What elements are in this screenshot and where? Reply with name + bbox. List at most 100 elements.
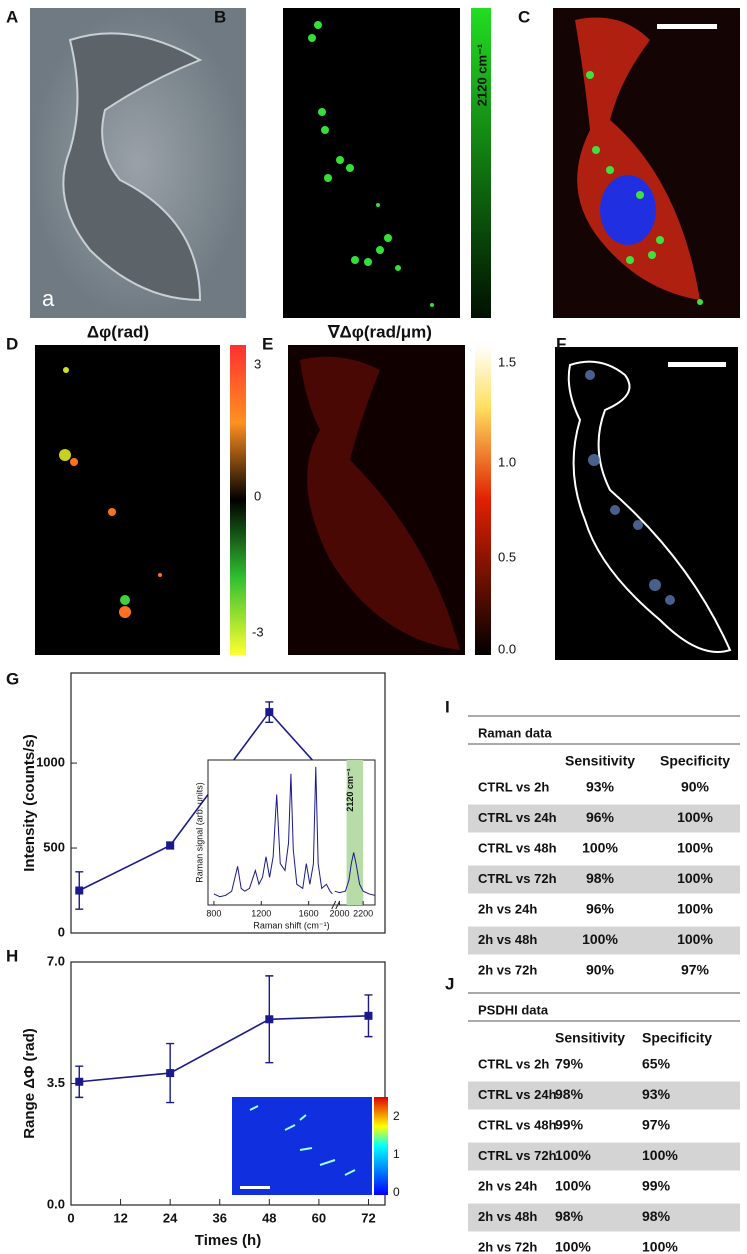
- spectrum-line: [213, 766, 376, 898]
- cell: 96%: [586, 809, 615, 825]
- table-title: PSDHI data: [478, 1002, 549, 1017]
- scale-bar: [657, 24, 717, 29]
- colorbar-tick: 1.0: [498, 454, 516, 469]
- cell: 100%: [642, 1147, 678, 1163]
- panel-letter: H: [6, 946, 18, 965]
- cell: 100%: [582, 931, 618, 947]
- panel-letter: D: [6, 334, 18, 353]
- raman-image: [283, 8, 460, 318]
- dots: [308, 21, 434, 307]
- panel-title: ∇Δφ(rad/μm): [327, 322, 432, 341]
- colorbar: [471, 8, 491, 318]
- column-header: Specificity: [642, 1030, 712, 1046]
- cell: 100%: [677, 931, 713, 947]
- panel-b: 2120 cm⁻¹: [283, 8, 491, 318]
- x-tick-label: 1600: [299, 908, 319, 918]
- y-tick-label: 7.0: [47, 953, 65, 968]
- cell: 100%: [677, 840, 713, 856]
- cell: 90%: [586, 962, 615, 978]
- x-tick-label: 800: [206, 908, 221, 918]
- colorbar-tick: 1: [393, 1147, 400, 1161]
- row-label: 2h vs 24h: [478, 901, 537, 916]
- row-shade: [468, 1142, 740, 1171]
- data-point: [75, 886, 84, 895]
- x-axis-label: Raman shift (cm⁻¹): [253, 920, 329, 930]
- cell: 79%: [555, 1056, 584, 1072]
- x-tick-label: 24: [163, 1210, 178, 1225]
- data-point: [364, 1011, 373, 1020]
- annotation: 2120 cm⁻¹: [345, 768, 355, 811]
- cell: 97%: [642, 1117, 671, 1133]
- panel-d: Δφ(rad) 3 0 -3: [35, 322, 264, 655]
- cell: [300, 356, 460, 650]
- panel-c: [553, 8, 740, 318]
- row-label: 2h vs 72h: [478, 962, 537, 977]
- cell: [62, 32, 203, 302]
- y-tick-label: 0.0: [47, 1196, 65, 1211]
- spots: [585, 370, 675, 605]
- row-shade: [468, 1203, 740, 1232]
- inset-label: a: [42, 286, 55, 311]
- cell: 98%: [586, 870, 615, 886]
- cell: 98%: [642, 1208, 671, 1224]
- colorbar: [230, 345, 246, 655]
- cell: 98%: [555, 1208, 584, 1224]
- cell: 93%: [642, 1086, 671, 1102]
- panel-e: ∇Δφ(rad/μm) 1.5 1.0 0.5 0.0: [288, 322, 516, 656]
- cell: 65%: [642, 1056, 671, 1072]
- row-shade: [468, 804, 740, 833]
- x-axis-label: Times (h): [195, 1232, 261, 1249]
- colorbar-tick: 0: [393, 1185, 400, 1199]
- colorbar: [374, 1097, 388, 1195]
- panel-letter: F: [556, 334, 566, 353]
- row-shade: [468, 926, 740, 955]
- colorbar-tick: 2: [393, 1109, 400, 1123]
- y-tick-label: 500: [43, 839, 65, 854]
- colorbar-tick: 0.5: [498, 549, 516, 564]
- x-tick-label: 36: [213, 1210, 227, 1225]
- row-label: CTRL vs 2h: [478, 779, 549, 794]
- phase-map: [232, 1097, 372, 1195]
- scale-bar: [668, 362, 726, 367]
- x-tick-label: 12: [113, 1210, 127, 1225]
- plot-frame: [70, 672, 386, 934]
- cell-outline: [567, 360, 732, 653]
- cell: 100%: [677, 901, 713, 917]
- colorbar-tick: 1.5: [498, 354, 516, 369]
- cell: 99%: [555, 1117, 584, 1133]
- panel-letter: B: [214, 7, 226, 26]
- x-tick-label: 60: [312, 1210, 326, 1225]
- cell: 100%: [582, 840, 618, 856]
- panel-letter: I: [445, 697, 450, 716]
- panel-letter: C: [518, 7, 530, 26]
- panel-f: [555, 347, 738, 660]
- row-label: CTRL vs 48h: [478, 840, 557, 855]
- panel-a: a: [30, 8, 246, 318]
- column-header: Sensitivity: [565, 753, 635, 769]
- cell: 100%: [555, 1239, 591, 1254]
- row-label: CTRL vs 2h: [478, 1056, 549, 1071]
- x-tick-label: 0: [67, 1210, 74, 1225]
- row-shade: [468, 865, 740, 894]
- spots: [59, 367, 162, 618]
- colorbar-tick: 3: [254, 356, 261, 371]
- cell: 96%: [586, 901, 615, 917]
- cell: 100%: [555, 1147, 591, 1163]
- panel-title: Δφ(rad): [87, 322, 149, 341]
- cell: 99%: [642, 1178, 671, 1194]
- row-label: CTRL vs 24h: [478, 1087, 557, 1102]
- row-label: 2h vs 72h: [478, 1239, 537, 1254]
- panel-letter: A: [6, 7, 18, 26]
- panel-letter: E: [262, 334, 273, 353]
- panel-letter: J: [445, 974, 454, 993]
- dots: [586, 71, 703, 305]
- x-tick-label: 48: [262, 1210, 276, 1225]
- x-tick-label: 2000: [329, 908, 349, 918]
- data-point: [166, 1069, 175, 1078]
- data-point: [75, 1077, 84, 1086]
- row-label: 2h vs 24h: [478, 1178, 537, 1193]
- table-title: Raman data: [478, 725, 552, 740]
- inset-image: 2 1 0: [232, 1097, 400, 1199]
- streaks: [249, 1105, 356, 1176]
- row-label: CTRL vs 24h: [478, 810, 557, 825]
